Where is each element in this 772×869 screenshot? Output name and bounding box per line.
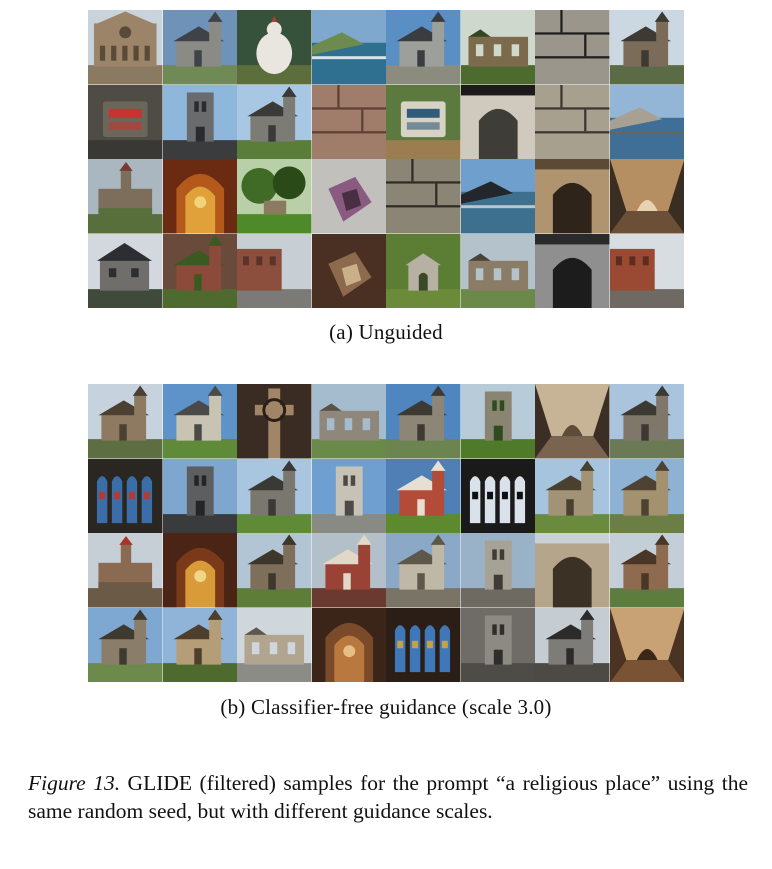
figure-caption-text: GLIDE (filtered) samples for the prompt … xyxy=(28,771,748,823)
unguided-sample-image xyxy=(609,84,684,159)
unguided-sample-image xyxy=(535,84,610,159)
figure-caption: Figure 13. GLIDE (filtered) samples for … xyxy=(28,769,748,825)
unguided-sample-grid xyxy=(88,10,684,308)
guided-sample-image xyxy=(88,458,163,533)
unguided-sample-image xyxy=(88,10,163,85)
unguided-sample-image xyxy=(162,159,237,234)
unguided-sample-image xyxy=(535,10,610,85)
unguided-sample-image xyxy=(162,84,237,159)
unguided-sample-image xyxy=(311,233,386,308)
guided-sample-image xyxy=(162,607,237,682)
guided-sample-image xyxy=(311,384,386,459)
unguided-sample-image xyxy=(162,233,237,308)
unguided-sample-image xyxy=(386,10,461,85)
guided-sample-image xyxy=(535,533,610,608)
guided-sample-image xyxy=(609,458,684,533)
guided-sample-image xyxy=(460,607,535,682)
unguided-sample-image xyxy=(535,233,610,308)
unguided-sample-image xyxy=(609,10,684,85)
unguided-sample-image xyxy=(162,10,237,85)
guided-sample-image xyxy=(311,607,386,682)
guided-sample-image xyxy=(311,458,386,533)
unguided-subcaption: (a) Unguided xyxy=(329,320,443,344)
unguided-sample-image xyxy=(386,159,461,234)
unguided-sample-image xyxy=(311,84,386,159)
guided-sample-image xyxy=(237,458,312,533)
guided-sample-image xyxy=(460,458,535,533)
guided-sample-image xyxy=(386,458,461,533)
unguided-sample-image xyxy=(88,233,163,308)
guided-sample-image xyxy=(609,533,684,608)
unguided-sample-image xyxy=(460,233,535,308)
unguided-sample-image xyxy=(609,233,684,308)
guided-sample-image xyxy=(460,384,535,459)
unguided-sample-image xyxy=(609,159,684,234)
guided-sample-image xyxy=(237,384,312,459)
unguided-sample-image xyxy=(311,10,386,85)
unguided-sample-image xyxy=(460,10,535,85)
unguided-sample-image xyxy=(237,233,312,308)
guided-sample-image xyxy=(162,458,237,533)
unguided-sample-image xyxy=(88,159,163,234)
guided-sample-image xyxy=(535,458,610,533)
unguided-sample-image xyxy=(88,84,163,159)
guided-sample-image xyxy=(609,607,684,682)
guided-sample-image xyxy=(237,533,312,608)
guided-sample-image xyxy=(535,607,610,682)
unguided-sample-image xyxy=(237,159,312,234)
unguided-sample-image xyxy=(311,159,386,234)
guided-sample-image xyxy=(88,607,163,682)
guided-sample-image xyxy=(311,533,386,608)
guided-sample-image xyxy=(386,607,461,682)
guided-sample-image xyxy=(162,384,237,459)
guided-sample-image xyxy=(386,384,461,459)
guided-sample-image xyxy=(88,533,163,608)
guided-sample-image xyxy=(386,533,461,608)
guided-sample-image xyxy=(460,533,535,608)
unguided-sample-image xyxy=(535,159,610,234)
unguided-sample-image xyxy=(460,159,535,234)
guided-sample-image xyxy=(162,533,237,608)
guided-sample-image xyxy=(535,384,610,459)
figure-label: Figure 13. xyxy=(28,771,121,795)
guided-subcaption: (b) Classifier-free guidance (scale 3.0) xyxy=(220,695,552,719)
unguided-sample-image xyxy=(386,84,461,159)
unguided-sample-image xyxy=(460,84,535,159)
guided-sample-image xyxy=(88,384,163,459)
guided-sample-image xyxy=(609,384,684,459)
unguided-sample-image xyxy=(386,233,461,308)
guided-sample-image xyxy=(237,607,312,682)
guided-sample-grid xyxy=(88,384,684,682)
unguided-sample-image xyxy=(237,10,312,85)
unguided-sample-image xyxy=(237,84,312,159)
